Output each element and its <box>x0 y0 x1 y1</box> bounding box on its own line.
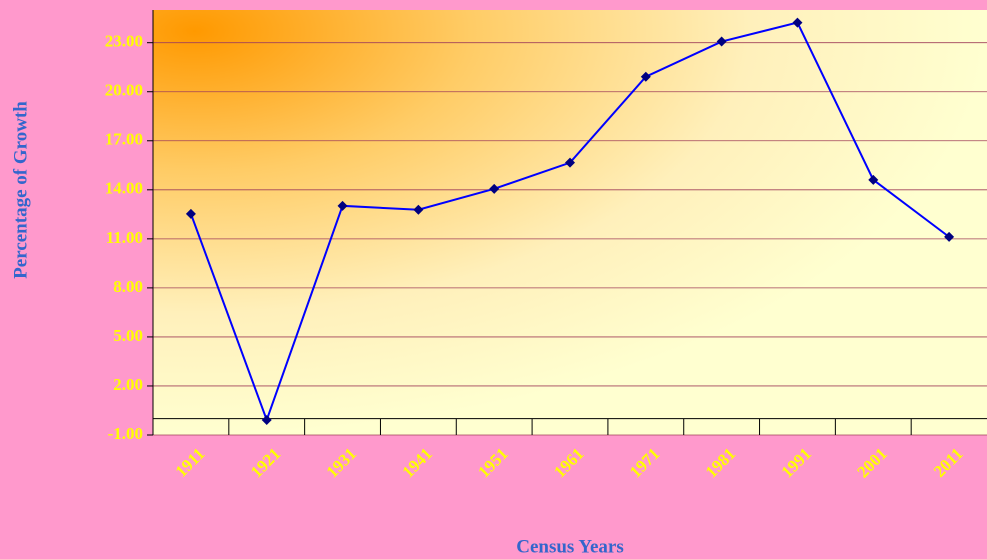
marker <box>868 174 879 185</box>
y-tick-label: 5.00 <box>113 326 143 345</box>
marker <box>640 71 651 82</box>
x-tick-label: 2011 <box>930 444 967 481</box>
marker <box>792 17 803 28</box>
x-tick-label: 1961 <box>550 444 587 481</box>
y-tick-label: 8.00 <box>113 277 143 296</box>
x-tick-label: 1981 <box>702 444 739 481</box>
x-tick-label: 1921 <box>247 444 284 481</box>
y-tick-label: 17.00 <box>105 130 143 149</box>
marker <box>337 200 348 211</box>
x-tick-label: 1971 <box>626 444 663 481</box>
y-tick-label: 20.00 <box>105 81 143 100</box>
x-tick-label: 1931 <box>323 444 360 481</box>
y-tick-label: 2.00 <box>113 375 143 394</box>
y-tick-label: -1.00 <box>108 424 143 443</box>
y-tick-label: 11.00 <box>106 228 143 247</box>
marker <box>489 183 500 194</box>
y-tick-label: 14.00 <box>105 179 143 198</box>
marker <box>716 36 727 47</box>
x-tick-label: 2001 <box>853 444 890 481</box>
y-tick-label: 23.00 <box>105 32 143 51</box>
marker <box>944 231 955 242</box>
marker <box>261 414 272 425</box>
y-axis-title: Percentage of Growth <box>10 101 31 279</box>
x-tick-label: 1991 <box>778 444 815 481</box>
x-axis-title: Census Years <box>516 536 624 557</box>
marker <box>185 208 196 219</box>
marker <box>565 157 575 168</box>
x-tick-label: 1911 <box>172 444 209 481</box>
x-tick-label: 1941 <box>398 444 435 481</box>
marker <box>413 204 424 215</box>
plot-area <box>153 10 987 435</box>
x-tick-label: 1951 <box>474 444 511 481</box>
